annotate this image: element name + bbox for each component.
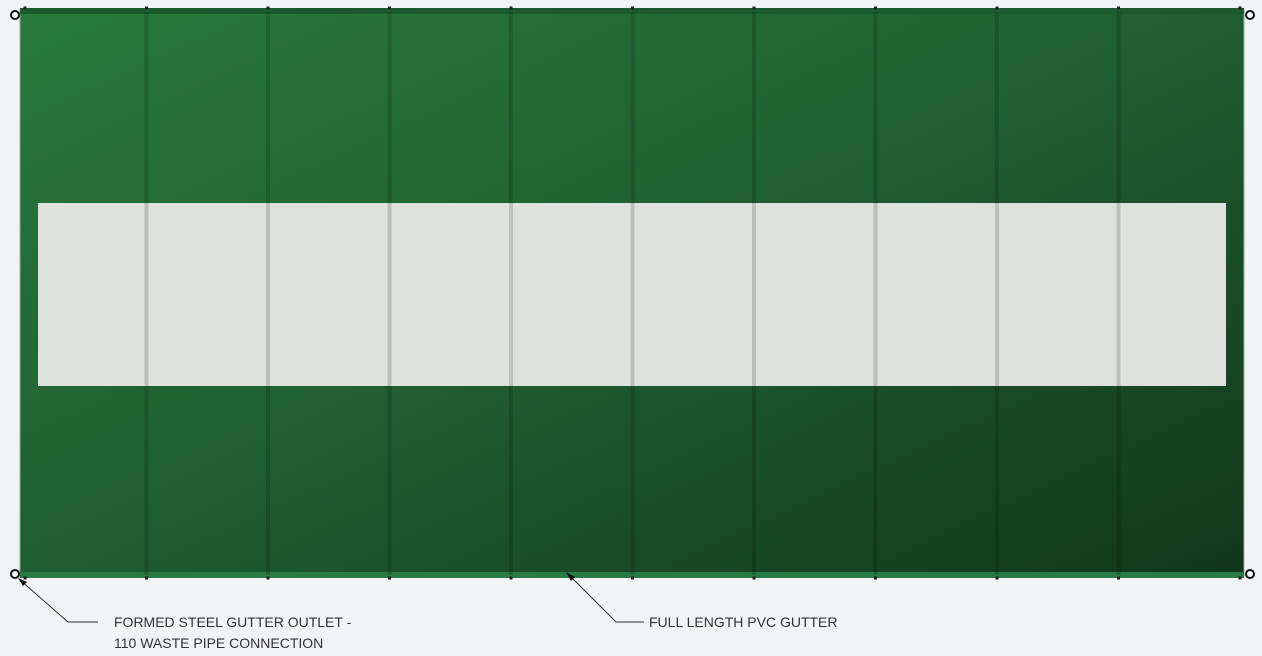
bracket	[266, 576, 270, 580]
label: FORMED STEEL GUTTER OUTLET -	[114, 614, 352, 630]
bracket	[23, 6, 27, 10]
bracket	[752, 576, 756, 580]
arrow-head	[18, 578, 27, 586]
bracket	[266, 6, 270, 10]
top-gutter	[20, 8, 1244, 14]
outlet	[1245, 10, 1255, 20]
outlet	[10, 10, 20, 20]
bracket	[874, 576, 877, 580]
arrow-head	[566, 572, 575, 581]
bracket	[145, 6, 148, 10]
bracket	[509, 576, 513, 580]
bracket	[509, 6, 513, 10]
leader-line	[19, 579, 98, 623]
bracket	[1117, 576, 1120, 580]
bracket	[1238, 576, 1242, 580]
bracket	[631, 576, 634, 580]
outlet	[1245, 569, 1255, 579]
bracket	[145, 576, 148, 580]
label: 110 WASTE PIPE CONNECTION	[114, 635, 323, 651]
bracket	[23, 576, 27, 580]
bracket	[631, 6, 634, 10]
bracket	[752, 6, 756, 10]
bracket	[995, 6, 999, 10]
leader-line	[567, 573, 644, 623]
bracket	[388, 576, 391, 580]
bottom-gutter	[20, 572, 1244, 578]
ribs	[23, 6, 1242, 580]
bracket	[1117, 6, 1120, 10]
bracket	[388, 6, 391, 10]
skylight-band	[38, 203, 1226, 386]
outlet	[10, 569, 20, 579]
bracket	[995, 576, 999, 580]
bracket	[874, 6, 877, 10]
label: FULL LENGTH PVC GUTTER	[649, 614, 838, 630]
bracket	[1238, 6, 1242, 10]
